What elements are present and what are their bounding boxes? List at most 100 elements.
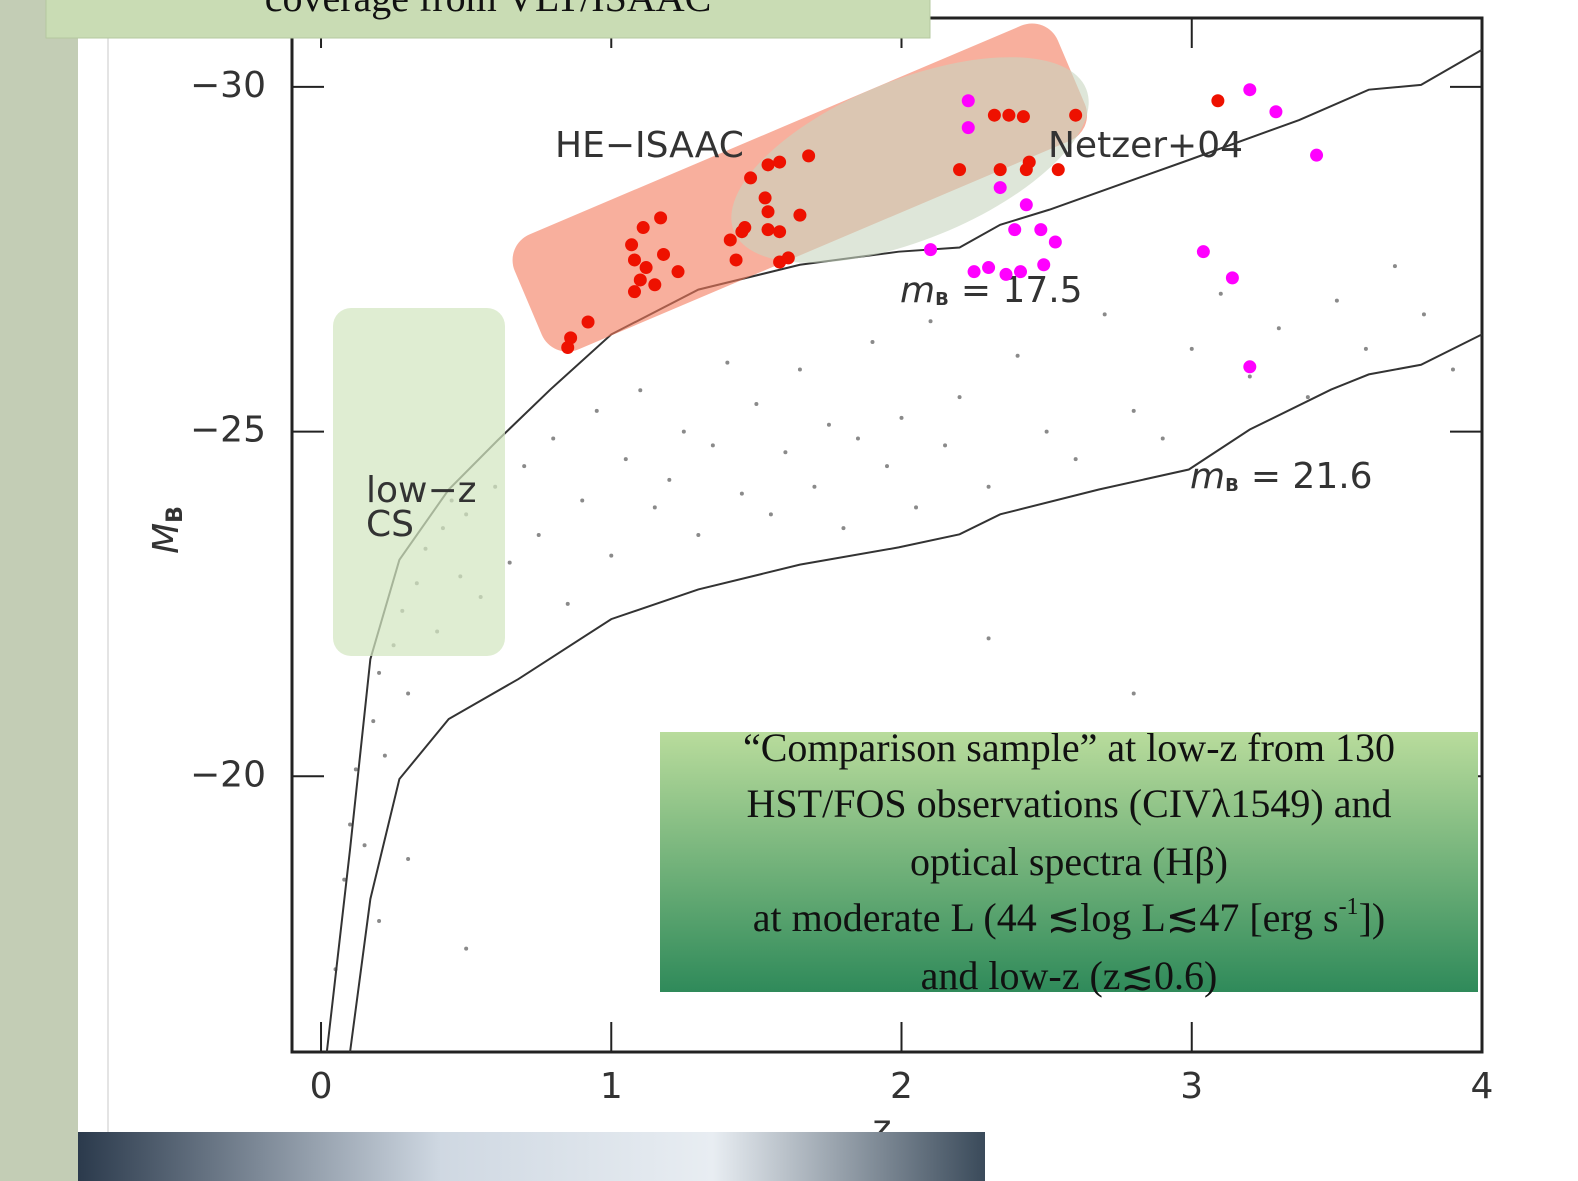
curve-label: mB = 21.6: [1190, 456, 1373, 497]
point: [1310, 148, 1324, 162]
point: [885, 464, 889, 469]
point: [1243, 360, 1257, 374]
point: [982, 261, 996, 275]
y-axis-label: MB: [146, 506, 188, 554]
point: [1002, 108, 1016, 122]
point: [723, 233, 737, 247]
point: [633, 273, 647, 287]
point: [382, 753, 387, 758]
point: [594, 408, 599, 413]
y-tick-label: −30: [190, 65, 266, 106]
point: [841, 526, 846, 531]
curve-label-subscript: B: [1225, 475, 1239, 496]
point: [377, 670, 382, 675]
note-sup: -1: [1339, 894, 1359, 920]
note-line: optical spectra (Hβ): [910, 839, 1228, 884]
point: [739, 491, 744, 496]
point: [993, 181, 1007, 195]
low-z-region: [333, 308, 505, 656]
point: [1211, 94, 1225, 108]
point: [729, 253, 743, 267]
x-tick-label: 1: [600, 1066, 623, 1107]
point: [797, 367, 802, 372]
note-box: [660, 732, 1478, 992]
point: [580, 498, 585, 503]
point: [551, 436, 556, 441]
point: [1014, 265, 1028, 279]
point: [652, 505, 657, 510]
point: [986, 484, 991, 489]
point: [681, 429, 686, 434]
y-tick-label: −25: [190, 410, 266, 451]
point: [636, 221, 650, 235]
point: [957, 395, 962, 400]
point: [914, 505, 919, 510]
point: [625, 238, 639, 252]
note-text: ]): [1359, 895, 1386, 940]
point: [1131, 408, 1136, 413]
point: [1269, 105, 1283, 119]
point: [1218, 291, 1223, 296]
point: [826, 422, 831, 427]
y-label-subscript: B: [163, 506, 188, 523]
point: [812, 484, 817, 489]
point: [1073, 457, 1078, 462]
region-label: CS: [366, 504, 414, 545]
point: [1019, 198, 1033, 212]
point: [773, 225, 787, 239]
point: [986, 636, 991, 641]
point: [671, 265, 685, 279]
point: [1008, 223, 1022, 237]
point: [406, 691, 411, 696]
x-tick-label: 0: [310, 1066, 333, 1107]
point: [507, 560, 512, 565]
point: [802, 149, 816, 163]
point: [758, 191, 772, 205]
point: [639, 261, 653, 275]
point: [564, 331, 578, 345]
point: [1019, 163, 1033, 177]
point: [1160, 436, 1165, 441]
point: [928, 319, 933, 324]
point: [638, 388, 643, 393]
point: [1015, 353, 1020, 358]
point: [899, 415, 904, 420]
point: [348, 822, 353, 827]
sidebar: [0, 0, 78, 1181]
point: [961, 94, 975, 108]
point: [924, 243, 938, 257]
point: [654, 211, 668, 225]
point: [1305, 395, 1310, 400]
point: [1392, 264, 1397, 269]
y-label-symbol: M: [146, 523, 187, 554]
point: [1225, 271, 1239, 285]
point: [953, 163, 967, 177]
x-tick-label: 4: [1471, 1066, 1494, 1107]
y-tick-label: −20: [190, 754, 266, 795]
series-label: HE−ISAAC: [555, 125, 744, 166]
top-box: [45, 0, 931, 39]
point: [627, 285, 641, 299]
point: [710, 443, 715, 448]
point: [1034, 223, 1048, 237]
point: [522, 464, 527, 469]
point: [353, 767, 358, 772]
point: [1069, 108, 1083, 122]
point: [1363, 346, 1368, 351]
point: [993, 163, 1007, 177]
point: [761, 205, 775, 219]
point: [783, 450, 788, 455]
point: [1243, 83, 1257, 97]
point: [967, 265, 981, 279]
point: [657, 247, 671, 261]
point: [761, 158, 775, 172]
point: [1334, 298, 1339, 303]
point: [371, 719, 376, 724]
point: [536, 533, 541, 537]
point: [1421, 312, 1426, 317]
region-label: low−z: [366, 470, 477, 511]
point: [761, 223, 775, 237]
curve-label-subscript: B: [935, 289, 949, 310]
point: [648, 278, 662, 292]
